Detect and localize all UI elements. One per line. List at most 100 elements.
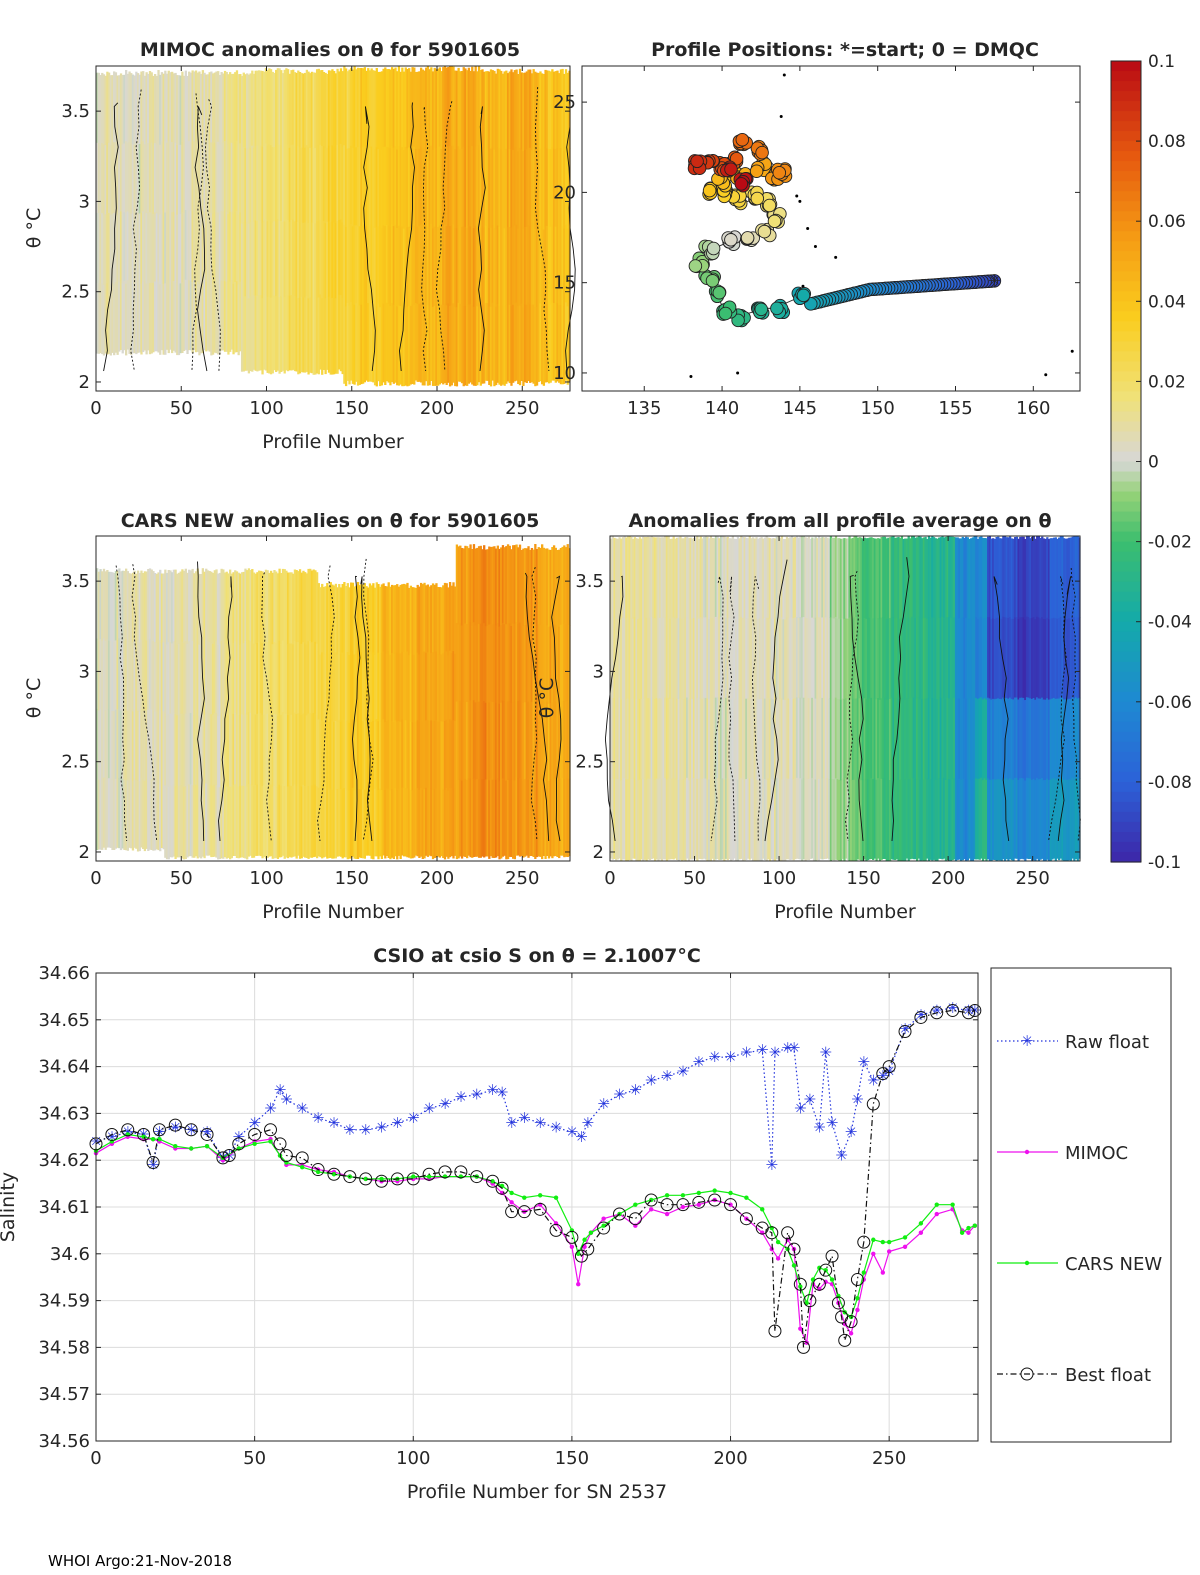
heat-cell (225, 72, 228, 143)
heat-cell (924, 536, 927, 619)
heat-cell (390, 653, 394, 722)
heat-cell (941, 697, 944, 779)
heat-cell (779, 699, 782, 781)
heat-cell (275, 220, 278, 297)
series-dot (509, 1200, 514, 1205)
heat-cell (257, 220, 261, 296)
heat-cell (447, 587, 450, 656)
heat-cell (314, 570, 317, 643)
heat-cell (131, 642, 135, 712)
heat-cell (113, 213, 116, 285)
heat-cell (631, 539, 635, 620)
heat-cell (116, 215, 119, 286)
heat-cell (505, 624, 508, 703)
heat-cell (611, 778, 614, 860)
heat-cell (544, 703, 547, 782)
heat-cell (765, 779, 768, 862)
heat-cell (724, 778, 728, 859)
heat-cell (843, 780, 846, 862)
heat-cell (373, 227, 377, 307)
heat-cell (126, 571, 129, 642)
heat-cell (269, 221, 273, 299)
heat-cell (188, 784, 191, 857)
heat-cell (372, 304, 375, 383)
best-marker (216, 1151, 230, 1165)
heat-cell (493, 70, 496, 151)
colorbar-segment (1111, 141, 1141, 152)
heat-cell (506, 150, 510, 228)
heat-cell (114, 778, 118, 849)
heat-cell (684, 537, 687, 619)
heat-cell (669, 618, 672, 700)
heat-cell (493, 546, 496, 625)
colorbar-segment (1111, 641, 1141, 653)
colorbar-segment (1111, 421, 1141, 433)
heat-cell (523, 779, 527, 857)
heat-cell (297, 146, 300, 223)
heat-cell (280, 643, 283, 716)
heat-cell (237, 284, 240, 356)
heat-cell (518, 226, 522, 307)
heat-cell (307, 71, 310, 148)
heat-cell (167, 211, 170, 283)
heat-cell (200, 283, 203, 354)
heat-cell (431, 228, 435, 308)
heat-cell (215, 641, 218, 714)
heat-cell (500, 228, 503, 308)
heat-cell (408, 789, 411, 858)
heat-cell (741, 779, 745, 861)
heat-cell (564, 547, 568, 625)
heat-cell (616, 538, 620, 620)
heat-cell (975, 697, 978, 779)
heat-cell (292, 785, 295, 857)
heat-cell (980, 697, 983, 779)
heat-cell (261, 146, 264, 223)
heat-cell (443, 66, 447, 146)
heat-cell (664, 536, 667, 618)
heat-cell (919, 536, 922, 619)
heat-cell (1041, 536, 1044, 618)
heat-cell (133, 640, 136, 710)
heat-cell (217, 141, 220, 213)
heat-cell (523, 702, 527, 780)
heat-cell (372, 652, 375, 722)
heat-cell (902, 539, 905, 620)
heat-cell (193, 786, 196, 858)
heat-cell (474, 66, 477, 147)
heat-cell (235, 211, 239, 282)
heat-cell (799, 616, 802, 699)
heat-cell (541, 701, 544, 781)
heat-cell (138, 144, 141, 214)
heat-cell (118, 213, 121, 283)
heat-cell (552, 303, 556, 381)
colorbar-segment (1111, 251, 1141, 262)
best-marker (660, 1198, 674, 1212)
x-tick-label: 50 (683, 868, 706, 889)
heat-cell (164, 569, 167, 642)
heat-cell (419, 719, 423, 789)
best-marker (279, 1149, 293, 1163)
heat-cell (983, 618, 986, 699)
heat-cell (454, 586, 457, 655)
heat-cell (770, 698, 773, 779)
heat-cell (745, 779, 748, 860)
heat-cell (1059, 616, 1062, 698)
heat-cell (414, 303, 418, 381)
heat-cell (1073, 698, 1076, 781)
best-marker (838, 1333, 852, 1347)
y-tick-label: 3.5 (61, 571, 90, 592)
heat-cell (389, 654, 392, 724)
colorbar-tick-label: 0.06 (1148, 212, 1186, 232)
heat-cell (772, 538, 775, 620)
heat-cell (396, 71, 399, 151)
heat-cell (772, 699, 775, 781)
heat-cell (469, 622, 472, 701)
heat-cell (276, 573, 280, 646)
heat-cell (642, 698, 645, 780)
heat-cell (714, 778, 718, 860)
heat-cell (834, 697, 838, 779)
heat-cell (172, 73, 176, 144)
heat-cell (1034, 619, 1037, 701)
heat-cell (936, 699, 939, 781)
heat-cell (106, 708, 109, 779)
